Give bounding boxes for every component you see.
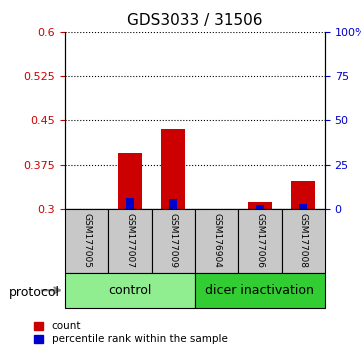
Text: protocol: protocol [9,286,60,298]
Bar [195,273,325,308]
Text: GSM177005: GSM177005 [82,213,91,268]
Bar [65,273,195,308]
Bar [152,209,195,273]
Text: GSM177009: GSM177009 [169,213,178,268]
Text: control: control [108,284,152,297]
Bar [161,129,185,209]
Bar [169,199,177,209]
Text: GSM177006: GSM177006 [256,213,264,268]
Bar [282,209,325,273]
Bar [291,181,315,209]
Text: dicer inactivation: dicer inactivation [205,284,314,297]
Bar [256,205,264,209]
Bar [126,198,134,209]
Bar [65,209,108,273]
Bar [195,209,238,273]
Bar [118,153,142,209]
Title: GDS3033 / 31506: GDS3033 / 31506 [127,13,263,28]
Legend: count, percentile rank within the sample: count, percentile rank within the sample [34,321,228,344]
Bar [248,202,272,209]
Text: GSM177008: GSM177008 [299,213,308,268]
Bar [299,204,307,209]
Bar [108,209,152,273]
Text: GSM176904: GSM176904 [212,213,221,268]
Bar [238,209,282,273]
Text: GSM177007: GSM177007 [126,213,134,268]
